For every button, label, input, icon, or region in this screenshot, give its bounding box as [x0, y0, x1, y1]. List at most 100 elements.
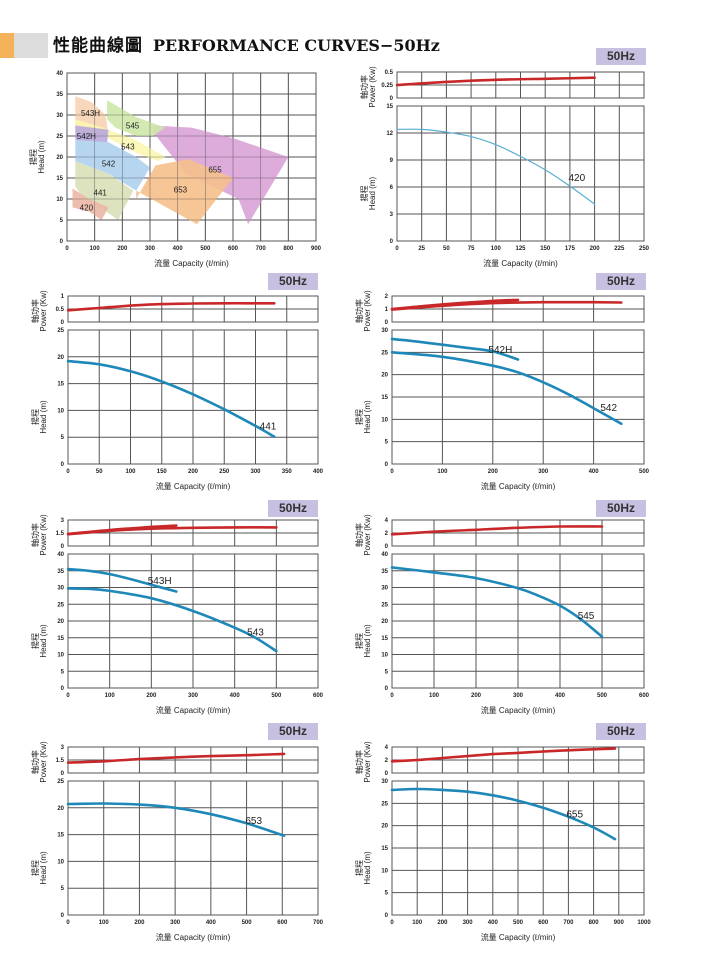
420-head-ylabel-en: Head (m) [368, 176, 377, 210]
420-xtick-label: 175 [565, 246, 576, 252]
543-head-ylabel-zh: 揚程 [30, 633, 40, 649]
power-curve-653 [66, 752, 286, 764]
420-head-ylabel-zh: 揚程 [359, 186, 369, 202]
655-head-ytick-label: 10 [381, 868, 388, 874]
545-power-ylabel-zh: 軸功率 [354, 523, 364, 547]
441-head-ytick-label: 25 [57, 328, 64, 334]
542-xtick-label: 400 [589, 469, 600, 475]
420-xtick-label: 25 [418, 246, 425, 252]
543-xtick-label: 300 [188, 693, 199, 699]
region-label-543H: 543H [81, 109, 100, 118]
655-power-ytick-label: 2 [385, 758, 389, 764]
655-head-ytick-label: 0 [385, 913, 389, 919]
overview-xtick-label: 500 [200, 246, 211, 252]
543-head-ytick-label: 35 [57, 569, 64, 575]
power-curve-542 [390, 300, 623, 311]
441-xtick-label: 100 [125, 469, 136, 475]
overview-ylabel-zh: 揚程 [28, 149, 38, 165]
545-power-ylabel-en: Power (Kw) [363, 514, 372, 556]
power-curve-420 [395, 76, 596, 87]
region-label-542: 542 [102, 159, 116, 168]
655-xtick-label: 700 [563, 920, 574, 926]
543-power-ylabel-en: Power (Kw) [39, 514, 48, 556]
head-curve-420 [396, 128, 596, 205]
542-head-ytick-label: 30 [381, 328, 388, 334]
power-curve-441 [66, 301, 276, 312]
441-xtick-label: 150 [157, 469, 168, 475]
543-power-ytick-label: 0 [61, 544, 65, 550]
545-xtick-label: 0 [390, 693, 394, 699]
head-curve-653 [66, 802, 286, 837]
curve-label-653: 653 [245, 816, 262, 827]
655-head-ytick-label: 30 [381, 779, 388, 785]
441-xtick-label: 0 [66, 469, 70, 475]
head-curve-441 [66, 359, 276, 438]
420-xlabel: 流量 Capacity (ℓ/min) [483, 258, 558, 268]
curve-label-542H: 542H [488, 345, 512, 356]
441-power-ytick-label: 0 [61, 320, 65, 326]
curve-label-542: 542 [600, 403, 617, 414]
545-head-ytick-label: 40 [381, 552, 388, 558]
542-head-ylabel-en: Head (m) [363, 400, 372, 434]
chart-overview: 0 5 10 15 20 25 30 35 40 655 653 545 543H 543 542H 542 4… [28, 71, 322, 268]
542-power-ytick-label: 1 [385, 307, 389, 313]
badge-50hz-542: 50Hz [596, 273, 646, 290]
420-xtick-label: 225 [614, 246, 625, 252]
653-head-ytick-label: 10 [57, 859, 64, 865]
545-head-ytick-label: 20 [381, 619, 388, 625]
overview-xtick-label: 300 [145, 246, 156, 252]
chart-655: 0 2 4 0 5 10 15 20 25 30 655 0 100 200 300 400 500 600 700… [354, 741, 651, 942]
420-power-ytick-label: 0.5 [385, 70, 394, 76]
545-head-ytick-label: 35 [381, 569, 388, 575]
420-power-ytick-label: 0 [390, 96, 394, 102]
655-xtick-label: 100 [412, 920, 423, 926]
653-head-ylabel-zh: 揚程 [30, 860, 40, 876]
head-curve-545 [390, 566, 604, 638]
653-xtick-label: 0 [66, 920, 70, 926]
441-head-ytick-label: 5 [61, 435, 65, 441]
head-curve-542H [390, 337, 520, 361]
page-title-zh: 性能曲線圖 [53, 36, 143, 56]
542-head-ytick-label: 10 [381, 417, 388, 423]
543-power-ytick-label: 3 [61, 518, 65, 524]
543-xtick-label: 600 [313, 693, 324, 699]
545-head-ylabel-en: Head (m) [363, 624, 372, 658]
curve-label-543H: 543H [148, 576, 172, 587]
545-head-ytick-label: 10 [381, 653, 388, 659]
region-label-420: 420 [80, 203, 94, 212]
543-xtick-label: 400 [230, 693, 241, 699]
power-curve-655 [390, 747, 617, 763]
545-xlabel: 流量 Capacity (ℓ/min) [481, 705, 556, 715]
545-xtick-label: 200 [471, 693, 482, 699]
655-head-ytick-label: 20 [381, 824, 388, 830]
head-curve-543 [66, 587, 278, 653]
653-power-ylabel-zh: 軸功率 [30, 750, 40, 774]
441-head-ytick-label: 15 [57, 382, 64, 388]
653-head-ytick-label: 20 [57, 806, 64, 812]
curve-label-420: 420 [568, 173, 585, 184]
badge-50hz-545: 50Hz [596, 500, 646, 517]
badge-50hz-655: 50Hz [596, 723, 646, 740]
655-xtick-label: 900 [614, 920, 625, 926]
region-653 [136, 159, 233, 225]
543-xtick-label: 500 [271, 693, 282, 699]
545-power-ytick-label: 0 [385, 544, 389, 550]
655-xtick-label: 200 [437, 920, 448, 926]
653-power-ytick-label: 3 [61, 745, 65, 751]
badge-50hz-543: 50Hz [268, 500, 318, 517]
653-head-ytick-label: 25 [57, 779, 64, 785]
441-xlabel: 流量 Capacity (ℓ/min) [156, 481, 231, 491]
543-head-ytick-label: 20 [57, 619, 64, 625]
overview-xlabel: 流量 Capacity (ℓ/min) [154, 258, 229, 268]
region-label-543: 543 [121, 143, 135, 152]
655-power-ytick-label: 0 [385, 771, 389, 777]
overview-regions [72, 96, 289, 225]
curve-label-545: 545 [578, 611, 595, 622]
655-power-ylabel-zh: 軸功率 [354, 750, 364, 774]
543-head-ytick-label: 0 [61, 686, 65, 692]
overview-head-ytick-label: 5 [60, 218, 64, 224]
655-head-ytick-label: 15 [381, 846, 388, 852]
441-power-ytick-label: 1 [61, 294, 65, 300]
